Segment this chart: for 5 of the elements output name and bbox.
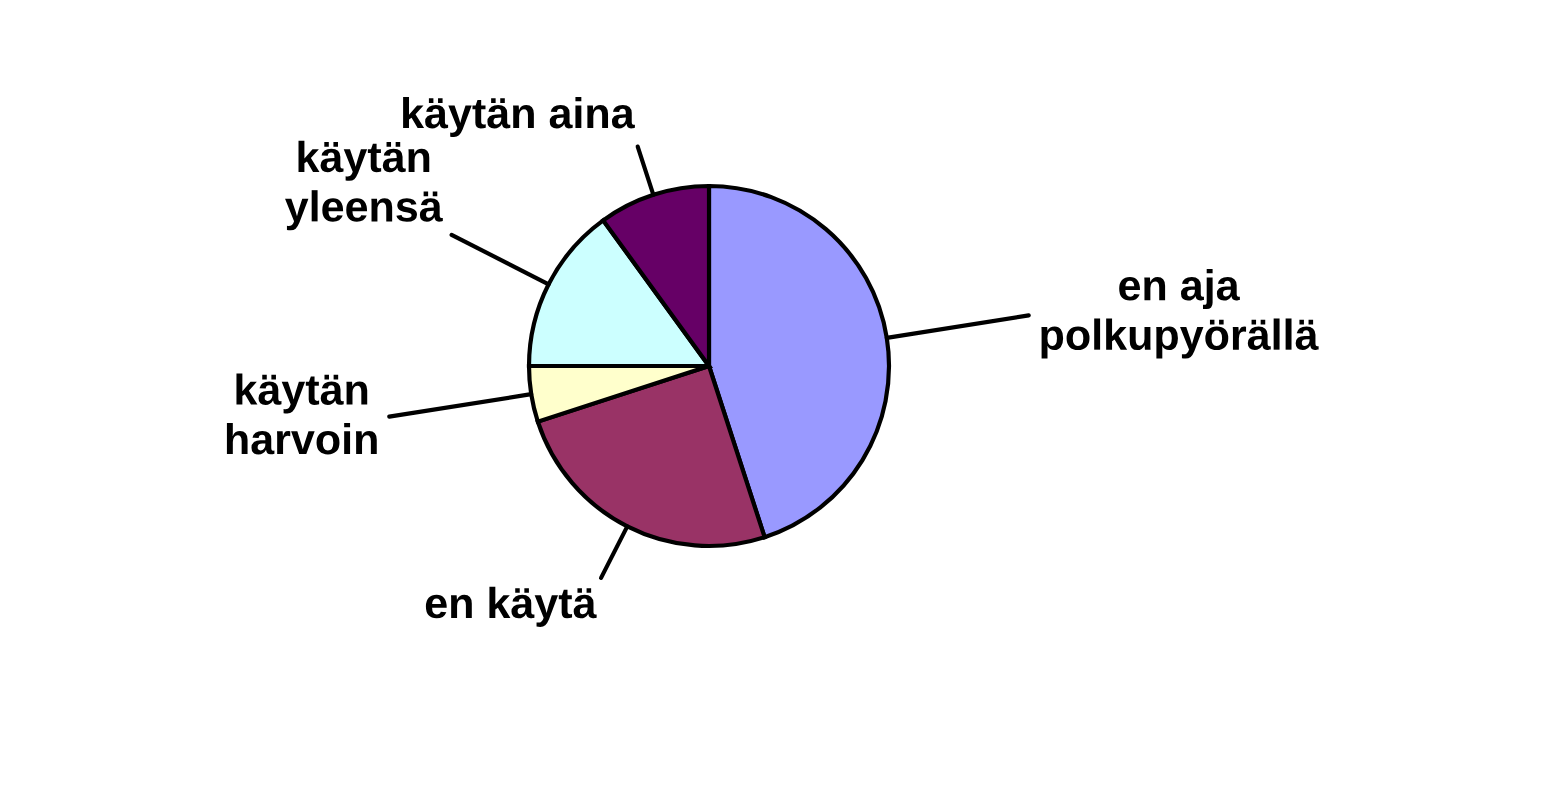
slice-label: en käytä xyxy=(425,586,597,627)
slice-label: käytän yleensä xyxy=(285,140,443,231)
slice-label: käytän aina xyxy=(403,96,635,138)
slice-label: käytän harvoin xyxy=(226,373,377,455)
slice-label: en aja polkupyörällä xyxy=(1041,268,1319,359)
